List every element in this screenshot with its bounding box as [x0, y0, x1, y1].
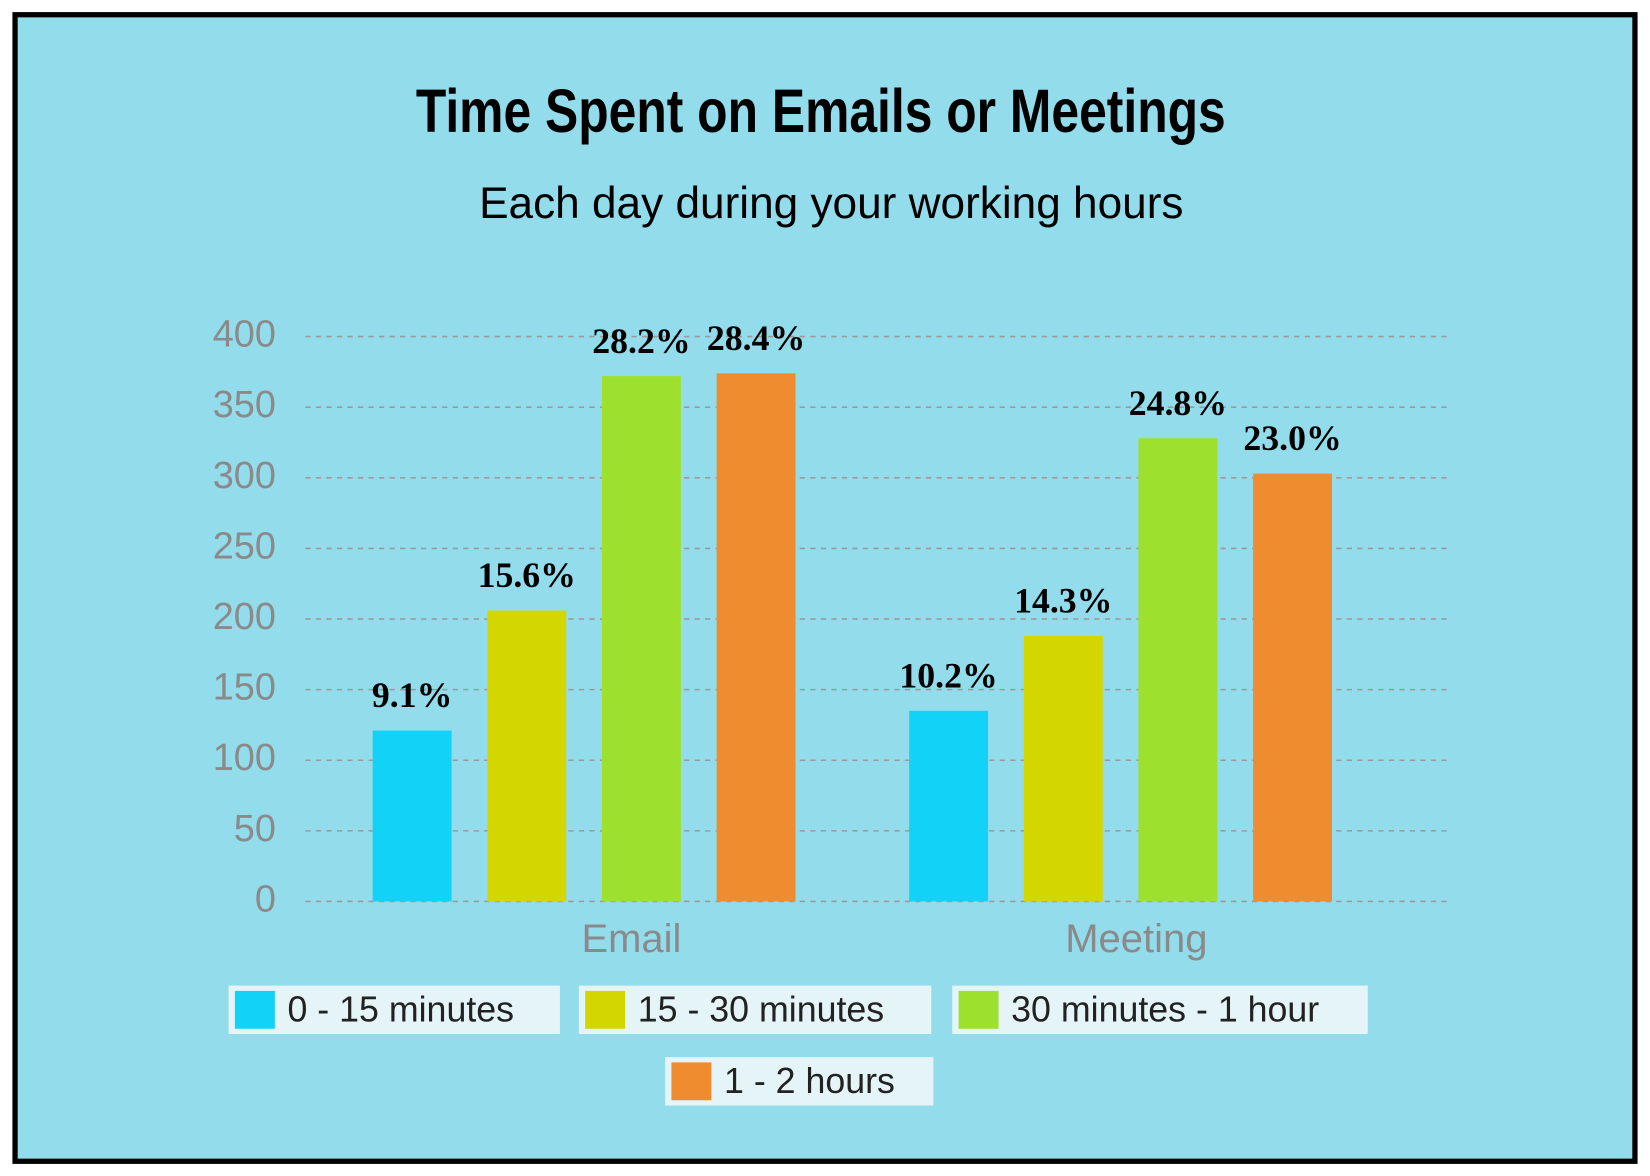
- chart-background: [12, 12, 1638, 1164]
- bar: [1023, 635, 1103, 902]
- bar-label: 15.6%: [478, 555, 576, 595]
- y-tick-label: 250: [213, 525, 276, 567]
- legend-swatch: [585, 990, 626, 1029]
- y-tick-label: 400: [213, 314, 276, 356]
- y-tick-label: 200: [213, 596, 276, 638]
- bar: [487, 610, 567, 902]
- x-tick-label: Email: [581, 917, 681, 961]
- chart-title: Time Spent on Emails or Meetings: [416, 77, 1226, 145]
- legend-item-background: [578, 985, 932, 1034]
- bar: [1138, 438, 1218, 902]
- bar-label: 9.1%: [372, 675, 452, 715]
- legend-item-background: [952, 985, 1368, 1034]
- bar-label: 14.3%: [1014, 581, 1112, 621]
- legend-label: 1 - 2 hours: [724, 1061, 895, 1101]
- legend-swatch: [671, 1062, 712, 1101]
- y-tick-label: 0: [255, 878, 276, 920]
- bar-label: 23.0%: [1243, 418, 1341, 458]
- bar: [909, 710, 989, 902]
- legend-swatch: [958, 990, 999, 1029]
- legend-swatch: [234, 990, 275, 1029]
- legend-label: 30 minutes - 1 hour: [1011, 989, 1319, 1029]
- bar: [372, 730, 452, 902]
- y-tick-label: 150: [213, 667, 276, 709]
- chart-subtitle: Each day during your working hours: [479, 179, 1183, 228]
- bar: [716, 373, 796, 902]
- legend-item-background: [228, 985, 560, 1034]
- y-tick-label: 350: [213, 384, 276, 426]
- bar-label: 10.2%: [899, 655, 997, 695]
- y-tick-label: 300: [213, 455, 276, 497]
- legend-label: 15 - 30 minutes: [638, 989, 884, 1029]
- bar: [1253, 473, 1333, 902]
- x-tick-label: Meeting: [1065, 917, 1207, 961]
- y-tick-label: 100: [213, 737, 276, 779]
- y-tick-label: 50: [234, 808, 276, 850]
- bar-label: 28.4%: [707, 318, 805, 358]
- legend-label: 0 - 15 minutes: [287, 989, 514, 1029]
- bar-label: 24.8%: [1129, 383, 1227, 423]
- bar-label: 28.2%: [592, 321, 690, 361]
- bar: [602, 376, 681, 902]
